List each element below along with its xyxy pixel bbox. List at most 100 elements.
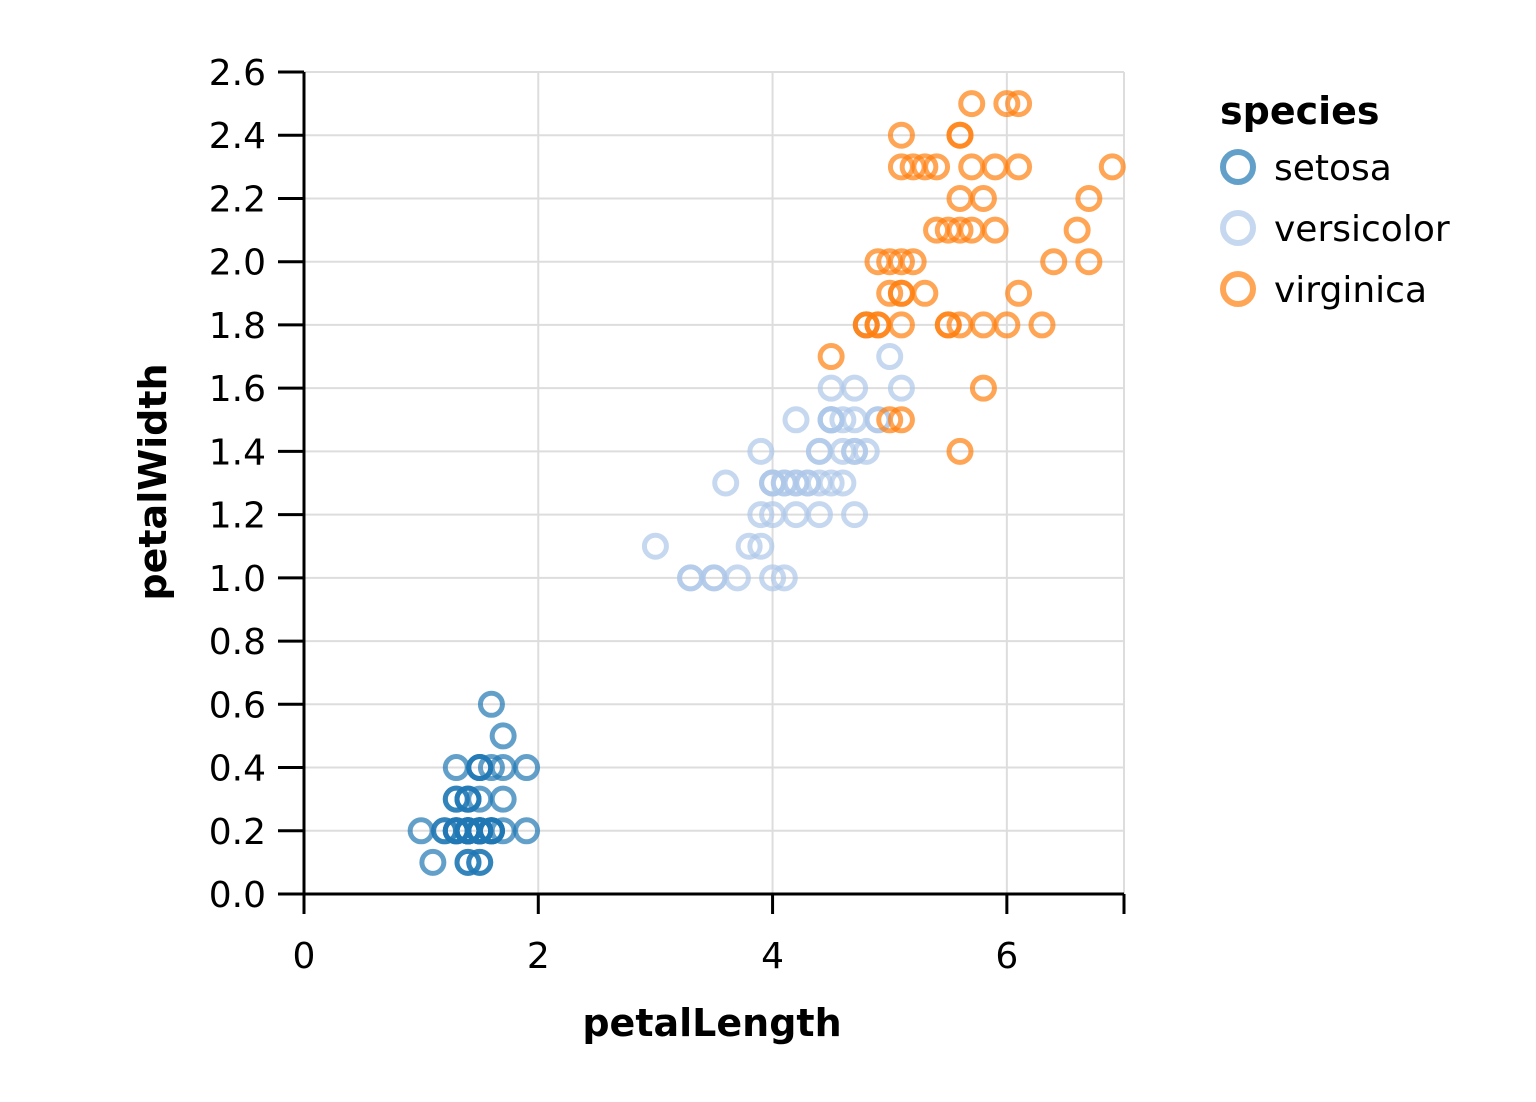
y-tick-label: 1.6 [209, 369, 266, 410]
point-versicolor [747, 532, 775, 560]
legend-label-virginica: virginica [1274, 270, 1427, 311]
y-tick-label: 1.8 [209, 306, 266, 347]
point-virginica [1098, 153, 1126, 181]
y-tick-label: 0.8 [209, 622, 266, 663]
y-axis: 0.0 0.2 0.4 0.6 0.8 1.0 1.2 1.4 1.6 1.8 2.0 2.2 2.4 2… [209, 53, 306, 916]
x-axis: 0 2 4 6 [293, 892, 1126, 977]
point-virginica [1005, 90, 1033, 118]
point-setosa [454, 848, 482, 876]
point-setosa [477, 754, 505, 782]
point-virginica [899, 248, 927, 276]
y-tick-label: 0.0 [209, 875, 266, 916]
point-versicolor [747, 501, 775, 529]
point-virginica [958, 216, 986, 244]
y-tick-label: 1.4 [209, 432, 266, 473]
point-virginica [864, 248, 892, 276]
point-virginica [958, 90, 986, 118]
point-virginica [1075, 248, 1103, 276]
point-versicolor [735, 532, 763, 560]
point-versicolor [876, 343, 904, 371]
point-versicolor [677, 564, 705, 592]
x-tick-label: 2 [527, 936, 550, 977]
point-versicolor [841, 501, 869, 529]
point-virginica [946, 184, 974, 212]
point-versicolor [829, 406, 857, 434]
data-points [407, 90, 1126, 876]
point-setosa [419, 848, 447, 876]
point-setosa [513, 817, 541, 845]
point-setosa [513, 754, 541, 782]
legend-symbol-setosa [1220, 149, 1256, 185]
point-setosa [466, 848, 494, 876]
point-setosa [442, 785, 470, 813]
x-tick-label: 0 [293, 936, 316, 977]
point-setosa [454, 785, 482, 813]
point-versicolor [782, 406, 810, 434]
point-virginica [1075, 184, 1103, 212]
y-tick-label: 2.0 [209, 243, 266, 284]
legend-symbol-versicolor [1220, 210, 1256, 246]
point-virginica [923, 153, 951, 181]
x-tick-label: 6 [995, 936, 1018, 977]
point-setosa [489, 722, 517, 750]
point-versicolor [759, 564, 787, 592]
point-versicolor [723, 564, 751, 592]
point-virginica [887, 121, 915, 149]
point-setosa [454, 817, 482, 845]
point-virginica [946, 437, 974, 465]
point-virginica [1005, 153, 1033, 181]
point-versicolor [841, 437, 869, 465]
point-virginica [934, 311, 962, 339]
point-versicolor [841, 406, 869, 434]
point-virginica [817, 343, 845, 371]
point-versicolor [770, 564, 798, 592]
legend-label-versicolor: versicolor [1274, 209, 1450, 250]
point-virginica [1005, 279, 1033, 307]
y-tick-label: 1.0 [209, 559, 266, 600]
point-virginica [887, 406, 915, 434]
y-tick-label: 1.2 [209, 496, 266, 537]
point-virginica [958, 153, 986, 181]
y-axis-title: petalWidth [131, 363, 175, 600]
point-setosa [466, 817, 494, 845]
point-versicolor [747, 437, 775, 465]
legend-label-setosa: setosa [1274, 148, 1392, 189]
point-virginica [969, 374, 997, 402]
y-tick-label: 2.6 [209, 53, 266, 94]
point-setosa [466, 754, 494, 782]
legend: species setosa versicolor virginica [1220, 89, 1450, 311]
point-virginica [1028, 311, 1056, 339]
point-virginica [1063, 216, 1091, 244]
point-setosa [477, 690, 505, 718]
point-virginica [923, 216, 951, 244]
point-virginica [852, 311, 880, 339]
point-virginica [887, 279, 915, 307]
point-virginica [911, 279, 939, 307]
point-versicolor [782, 501, 810, 529]
x-tick-label: 4 [761, 936, 784, 977]
point-virginica [876, 406, 904, 434]
legend-symbol-virginica [1220, 271, 1256, 307]
point-virginica [946, 121, 974, 149]
point-versicolor [770, 469, 798, 497]
point-virginica [993, 311, 1021, 339]
point-virginica [981, 153, 1009, 181]
y-tick-label: 2.4 [209, 116, 266, 157]
point-versicolor [712, 469, 740, 497]
legend-title: species [1220, 89, 1380, 133]
x-axis-title: petalLength [582, 1001, 841, 1045]
y-tick-label: 0.2 [209, 812, 266, 853]
y-tick-label: 2.2 [209, 179, 266, 220]
point-virginica [993, 90, 1021, 118]
point-versicolor [817, 374, 845, 402]
point-virginica [1040, 248, 1068, 276]
point-versicolor [782, 469, 810, 497]
point-virginica [981, 216, 1009, 244]
point-setosa [489, 785, 517, 813]
y-tick-label: 0.6 [209, 685, 266, 726]
point-virginica [876, 279, 904, 307]
y-tick-label: 0.4 [209, 749, 266, 790]
point-versicolor [829, 437, 857, 465]
point-virginica [887, 153, 915, 181]
